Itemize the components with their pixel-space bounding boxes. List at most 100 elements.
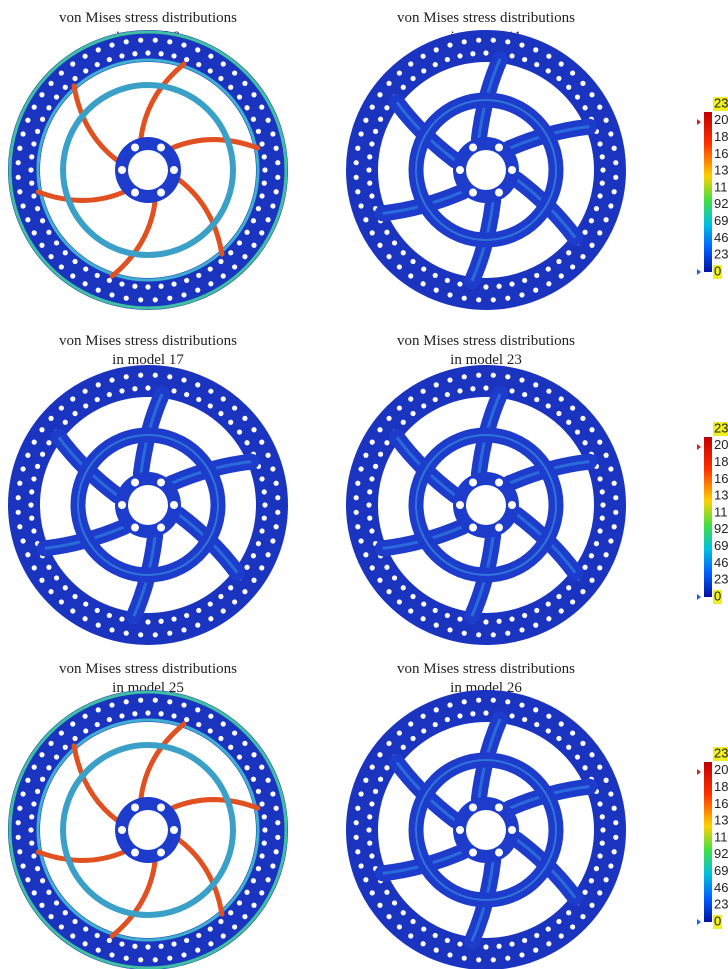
- hole: [377, 92, 382, 97]
- bolt-hole: [456, 501, 464, 509]
- hole: [96, 47, 101, 52]
- hole: [48, 741, 53, 746]
- hole: [70, 61, 75, 66]
- hole: [519, 702, 524, 707]
- panel-title: von Mises stress distributions: [397, 333, 575, 349]
- hole: [476, 297, 481, 302]
- hole: [355, 849, 360, 854]
- hole: [363, 217, 368, 222]
- hole: [556, 594, 561, 599]
- hole: [408, 273, 413, 278]
- hole: [96, 288, 101, 293]
- hub-center: [466, 485, 506, 525]
- hole: [119, 941, 124, 946]
- colorbar-label: 184: [714, 454, 728, 469]
- hole: [373, 464, 378, 469]
- hole: [184, 613, 189, 618]
- hole: [83, 389, 88, 394]
- hole: [589, 427, 594, 432]
- hole: [582, 440, 587, 445]
- hole: [369, 853, 374, 858]
- hole: [138, 38, 143, 43]
- bolt-hole: [456, 826, 464, 834]
- hole: [63, 910, 68, 915]
- hole: [457, 941, 462, 946]
- hole: [274, 481, 279, 486]
- hole: [20, 131, 25, 136]
- colorbar-label: 0: [714, 913, 721, 928]
- hole: [445, 938, 450, 943]
- hole: [171, 388, 176, 393]
- hole: [262, 840, 267, 845]
- hole: [119, 616, 124, 621]
- hole: [421, 281, 426, 286]
- hole: [266, 778, 271, 783]
- hole: [256, 541, 261, 546]
- marker: [697, 769, 701, 775]
- hole: [604, 453, 609, 458]
- hole: [580, 589, 585, 594]
- hole: [363, 778, 368, 783]
- spoke: [141, 64, 184, 139]
- hole: [40, 117, 45, 122]
- hole: [377, 427, 382, 432]
- hole: [40, 777, 45, 782]
- bolt-hole: [495, 524, 503, 532]
- hole: [519, 377, 524, 382]
- hole: [107, 392, 112, 397]
- hole: [171, 53, 176, 58]
- hole: [270, 466, 275, 471]
- hole: [355, 806, 360, 811]
- hole: [153, 297, 158, 302]
- hole: [96, 382, 101, 387]
- hole: [266, 453, 271, 458]
- hole: [83, 728, 88, 733]
- hole: [138, 297, 143, 302]
- hole: [496, 619, 501, 624]
- hole: [158, 944, 163, 949]
- hole: [20, 538, 25, 543]
- hole: [505, 631, 510, 636]
- hole: [119, 281, 124, 286]
- hole: [16, 510, 21, 515]
- panel: von Mises stress distributionsin model 1…: [354, 10, 619, 302]
- hole: [509, 713, 514, 718]
- hole: [232, 730, 237, 735]
- hole: [228, 585, 233, 590]
- hole: [434, 948, 439, 953]
- hole: [509, 281, 514, 286]
- hole: [262, 154, 267, 159]
- hole: [556, 411, 561, 416]
- hole: [522, 717, 527, 722]
- hole: [275, 160, 280, 165]
- hole: [275, 820, 280, 825]
- hole: [600, 154, 605, 159]
- hole: [72, 76, 77, 81]
- hole: [228, 910, 233, 915]
- hole: [378, 117, 383, 122]
- hole: [29, 515, 34, 520]
- hole: [95, 722, 100, 727]
- hole: [533, 707, 538, 712]
- hole: [594, 541, 599, 546]
- hole: [237, 754, 242, 759]
- hole: [195, 707, 200, 712]
- hole: [397, 924, 402, 929]
- hole: [29, 180, 34, 185]
- hole: [509, 941, 514, 946]
- hole: [274, 806, 279, 811]
- hole: [171, 281, 176, 286]
- hole: [167, 296, 172, 301]
- hole: [39, 578, 44, 583]
- hole: [107, 938, 112, 943]
- hole: [25, 118, 30, 123]
- hole: [447, 702, 452, 707]
- hole: [232, 405, 237, 410]
- hole: [237, 240, 242, 245]
- hole: [421, 601, 426, 606]
- hole: [17, 146, 22, 151]
- hole: [483, 619, 488, 624]
- bolt-hole: [131, 478, 139, 486]
- hole: [358, 203, 363, 208]
